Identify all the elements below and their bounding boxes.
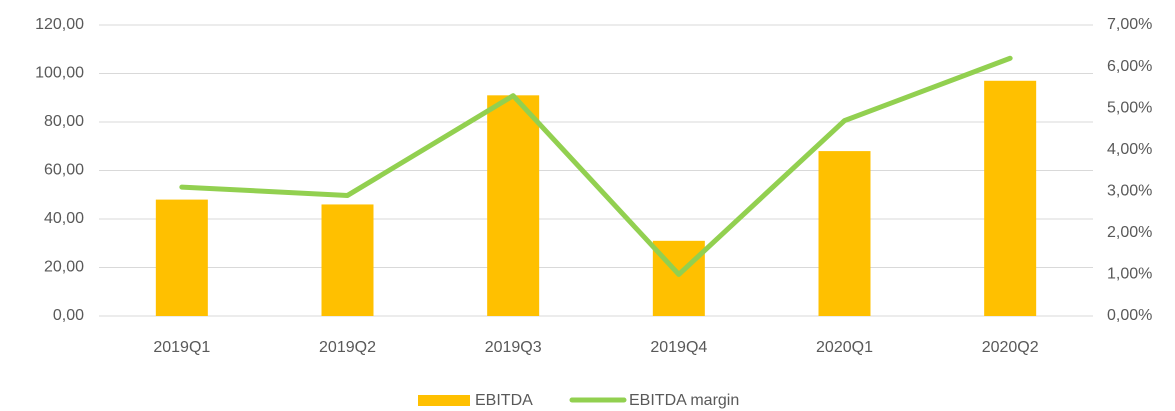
bar [984, 80, 1037, 317]
x-tick-label: 2020Q2 [982, 339, 1039, 356]
bar [155, 199, 208, 316]
legend-swatch [418, 395, 470, 406]
y2-tick-label: 4,00% [1107, 141, 1152, 158]
x-tick-label: 2019Q4 [650, 339, 707, 356]
x-tick-label: 2019Q1 [153, 339, 210, 356]
y-tick-label: 20,00 [44, 259, 84, 276]
y-tick-label: 80,00 [44, 113, 84, 130]
y2-tick-label: 7,00% [1107, 16, 1152, 33]
y2-tick-label: 0,00% [1107, 307, 1152, 324]
bar [818, 151, 871, 316]
x-tick-label: 2020Q1 [816, 339, 873, 356]
y2-tick-label: 5,00% [1107, 99, 1152, 116]
x-tick-label: 2019Q3 [485, 339, 542, 356]
bar [321, 204, 374, 316]
y2-tick-label: 6,00% [1107, 58, 1152, 75]
y-tick-label: 0,00 [53, 307, 84, 324]
y-tick-label: 60,00 [44, 162, 84, 179]
y2-tick-label: 3,00% [1107, 183, 1152, 200]
y2-tick-label: 2,00% [1107, 224, 1152, 241]
y-tick-label: 40,00 [44, 210, 84, 227]
y2-tick-label: 1,00% [1107, 266, 1152, 283]
x-tick-label: 2019Q2 [319, 339, 376, 356]
legend-label: EBITDA [475, 392, 533, 409]
y-tick-label: 120,00 [35, 16, 84, 33]
line [179, 55, 1013, 277]
legend-label: EBITDA margin [629, 392, 739, 409]
y-tick-label: 100,00 [35, 65, 84, 82]
bar [487, 95, 540, 316]
